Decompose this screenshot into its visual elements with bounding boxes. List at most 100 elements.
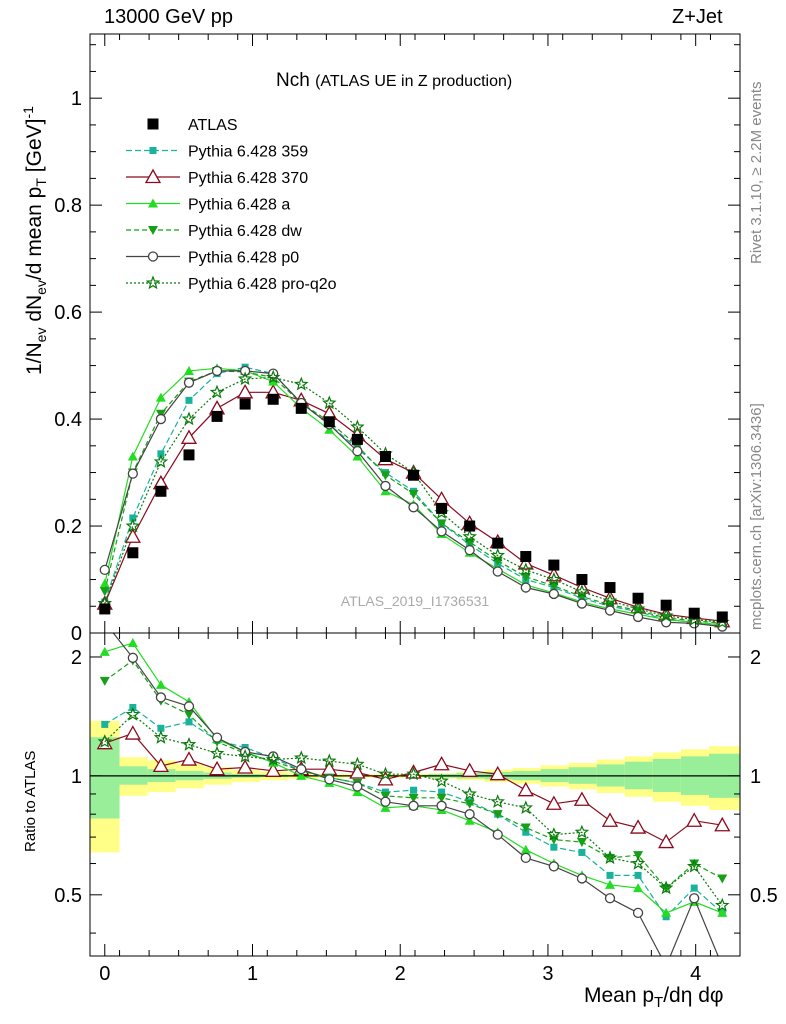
ratio-point-370 (461, 762, 478, 777)
main-series-group (96, 363, 731, 632)
series-point-p0 (520, 582, 531, 593)
series-point-pro-q2o (125, 518, 141, 533)
ratio-point-370 (265, 762, 282, 777)
legend-marker (145, 275, 161, 290)
header-right: Z+Jet (672, 6, 723, 28)
series-point-p0 (183, 377, 195, 388)
ratio-point-p0 (352, 781, 363, 792)
ratio-point-p0 (689, 893, 700, 904)
ratio-point-p0 (155, 692, 167, 703)
atlas-data-point (548, 559, 560, 571)
ratio-point-dw (380, 791, 391, 801)
ratio-point-p0 (324, 774, 335, 785)
x-tick-label: 1 (247, 963, 258, 985)
ratio-point-pro-q2o (322, 753, 337, 768)
ratio-point-a (380, 802, 391, 812)
series-point-dw (408, 489, 419, 499)
ratio-point-370 (237, 759, 254, 774)
y-tick-label: 0 (71, 623, 82, 645)
ratio-line-dw (104, 659, 723, 889)
ratio-point-pro-q2o (97, 734, 113, 748)
series-point-dw (380, 471, 391, 481)
series-point-pro-q2o (518, 562, 534, 577)
series-point-p0 (576, 598, 588, 609)
ratio-point-pro-q2o (209, 745, 225, 760)
ratio-point-370 (658, 833, 675, 849)
series-point-a (183, 365, 194, 375)
ratio-point-370 (208, 760, 226, 776)
ratio-point-pro-q2o (490, 794, 505, 808)
ratio-point-pro-q2o (378, 766, 393, 781)
ratio-point-370 (349, 764, 366, 779)
series-point-p0 (548, 588, 560, 600)
legend-label: Pythia 6.428 pro-q2o (188, 276, 337, 293)
atlas-data-point (267, 393, 279, 405)
ratio-point-dw (520, 823, 531, 833)
legend-label: ATLAS (188, 117, 238, 134)
ratio-point-p0 (408, 800, 419, 811)
ratio-y-tick-label: 2 (71, 647, 82, 669)
ratio-point-dw (633, 851, 644, 861)
ratio-point-pro-q2o (518, 800, 534, 815)
ratio-point-a (155, 679, 166, 689)
ratio-y-tick-label: 1 (71, 766, 82, 788)
atlas-data-point (464, 520, 476, 532)
atlas-data-point (408, 469, 420, 481)
atlas-data-point (379, 451, 391, 463)
ratio-point-370 (573, 791, 591, 806)
atlas-data-point (716, 611, 728, 623)
ratio-point-p0 (718, 962, 727, 971)
series-point-p0 (436, 526, 447, 537)
ratio-point-a (464, 815, 475, 825)
y-axis-label: 1/Nev dNev/d mean pT [GeV]-1 (20, 106, 50, 375)
series-point-a (99, 578, 110, 588)
x-axis-label: Mean pT/dη dφ (584, 984, 724, 1012)
ratio-y-tick-label-right: 1 (750, 766, 761, 788)
ratio-point-359 (578, 848, 586, 856)
ratio-point-pro-q2o (265, 751, 281, 766)
series-point-pro-q2o (490, 547, 505, 562)
ratio-point-pro-q2o (125, 706, 141, 721)
ratio-point-359 (410, 786, 418, 794)
ratio-point-p0 (296, 764, 307, 775)
atlas-data-point (239, 398, 251, 410)
ratio-point-359 (438, 788, 446, 796)
atlas-data-point (632, 592, 644, 604)
ratio-point-dw (689, 859, 700, 869)
series-point-359 (157, 450, 165, 458)
series-point-p0 (464, 544, 475, 556)
ratio-point-pro-q2o (658, 880, 674, 895)
ratio-point-a (99, 646, 110, 656)
ratio-y-tick-label-right: 2 (750, 647, 761, 669)
legend-label: Pythia 6.428 370 (188, 170, 308, 187)
ratio-point-p0 (380, 796, 391, 807)
ratio-point-dw (492, 810, 503, 820)
series-point-pro-q2o (209, 384, 225, 399)
series-point-pro-q2o (602, 593, 618, 608)
ratio-point-a (127, 637, 138, 647)
x-tick-label: 2 (395, 963, 406, 985)
atlas-data-point (576, 574, 588, 586)
atlas-data-point (295, 402, 307, 414)
y-tick-label: 0.4 (54, 409, 82, 431)
legend-marker (148, 198, 158, 208)
ratio-point-359 (634, 871, 642, 879)
series-point-p0 (492, 566, 503, 577)
y-tick-label: 0.6 (54, 302, 82, 324)
ratio-point-p0 (127, 652, 138, 663)
ratio-point-dw (99, 676, 110, 686)
series-point-dw (436, 519, 447, 529)
series-point-p0 (380, 480, 391, 492)
ratio-point-370 (629, 819, 647, 834)
series-point-p0 (352, 446, 363, 457)
ratio-point-359 (101, 720, 109, 728)
legend-marker (144, 168, 162, 184)
ratio-point-dw (576, 838, 587, 848)
ratio-point-pro-q2o (602, 850, 618, 865)
series-point-pro-q2o (265, 369, 281, 384)
ratio-line-pro-q2o (104, 713, 723, 906)
ratio-point-p0 (662, 962, 671, 971)
atlas-data-point (492, 537, 504, 549)
legend-marker (147, 118, 159, 130)
